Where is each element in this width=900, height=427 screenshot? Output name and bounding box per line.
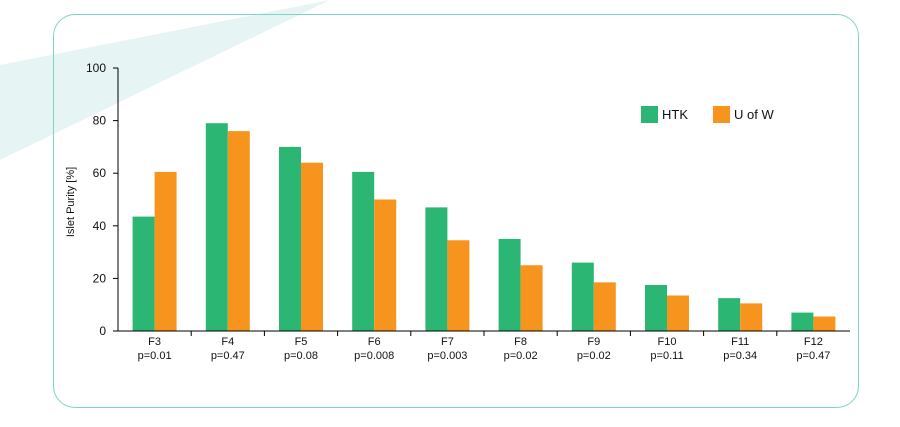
p-value-label: p=0.003 [427, 350, 467, 362]
x-category-label: F12 [804, 336, 823, 348]
bar-uofw-f9 [593, 282, 616, 331]
x-category-label: F6 [368, 336, 381, 348]
legend-swatch-uofw [713, 106, 730, 123]
x-category-label: F7 [441, 336, 454, 348]
bar-uofw-f5 [301, 162, 323, 331]
bar-uofw-f11 [740, 303, 763, 331]
y-tick-label: 80 [93, 114, 107, 128]
bar-htk-f3 [132, 216, 155, 331]
bar-htk-f8 [498, 238, 521, 331]
p-value-label: p=0.47 [211, 350, 245, 362]
bar-htk-f7 [425, 207, 448, 331]
chart-frame [53, 14, 859, 408]
p-value-label: p=0.08 [284, 350, 318, 362]
bar-htk-f11 [718, 298, 741, 331]
bar-htk-f6 [352, 171, 375, 331]
y-tick-label: 20 [93, 271, 107, 285]
decorative-band [0, 0, 330, 160]
y-axis-label: Islet Purity [%] [65, 167, 77, 237]
bar-uofw-f10 [667, 295, 689, 331]
y-axis: 0 20 40 60 80 100 [86, 61, 119, 338]
y-tick-label: 60 [93, 166, 107, 180]
x-axis: F3 p=0.01 F4 p=0.47 F5 p=0.08 F6 p=0.008 F7 p=0.0… [118, 330, 850, 362]
legend-label-uofw: U of W [734, 107, 774, 122]
legend-label-htk: HTK [662, 107, 688, 122]
bar-htk-f12 [791, 312, 814, 331]
x-category-label: F3 [148, 336, 161, 348]
x-category-label: F8 [514, 336, 527, 348]
x-category-label: F4 [221, 336, 234, 348]
x-category-label: F9 [587, 336, 600, 348]
legend: HTK U of W [641, 106, 774, 123]
y-tick-label: 100 [86, 61, 106, 75]
y-tick-label: 0 [99, 324, 106, 338]
p-value-label: p=0.01 [138, 350, 172, 362]
p-value-label: p=0.02 [577, 350, 611, 362]
bar-uofw-f8 [520, 265, 543, 331]
p-value-label: p=0.47 [796, 350, 830, 362]
bar-htk-f4 [205, 123, 228, 331]
bar-uofw-f4 [227, 131, 250, 331]
bar-htk-f10 [645, 284, 667, 331]
bar-uofw-f3 [154, 171, 177, 331]
p-value-label: p=0.11 [650, 350, 683, 362]
p-value-label: p=0.008 [354, 350, 394, 362]
x-category-label: F11 [731, 336, 749, 348]
p-value-label: p=0.34 [723, 350, 757, 362]
x-category-label: F5 [295, 336, 308, 348]
bar-uofw-f6 [374, 199, 397, 331]
bar-htk-f5 [279, 146, 301, 331]
x-category-label: F10 [658, 336, 677, 348]
p-value-label: p=0.02 [504, 350, 538, 362]
bar-uofw-f12 [813, 316, 836, 331]
y-tick-label: 40 [93, 219, 107, 233]
bar-uofw-f7 [447, 240, 470, 331]
legend-swatch-htk [641, 106, 658, 123]
bar-htk-f9 [571, 262, 594, 331]
bars [132, 123, 836, 331]
